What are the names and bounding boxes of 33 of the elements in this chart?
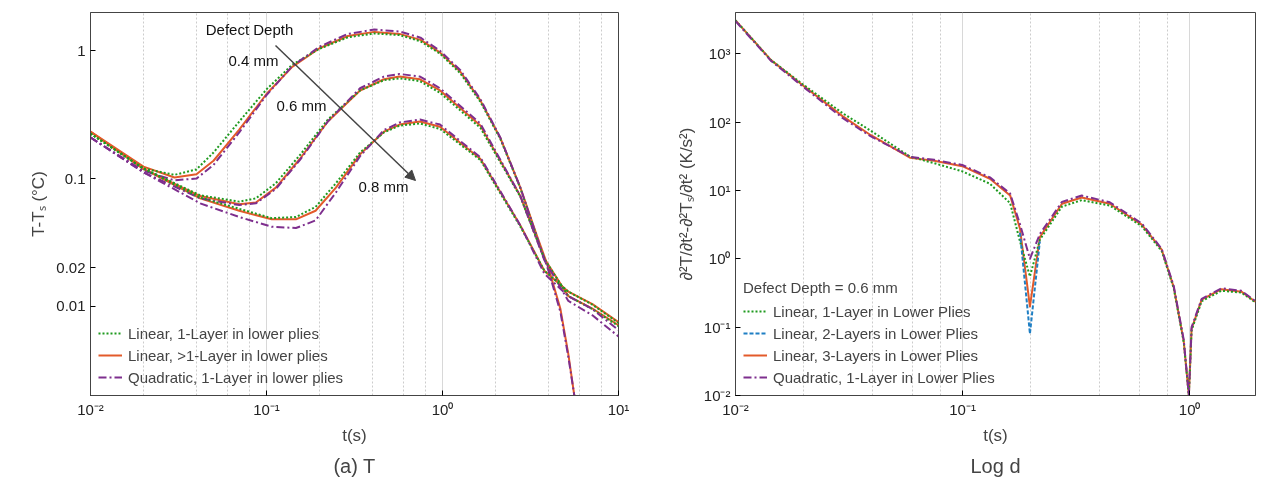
x-tick-label: 10⁻² — [77, 400, 104, 418]
legend-label: Linear, 1-Layer in lower plies — [128, 324, 319, 342]
x-tick-label: 10⁰ — [1178, 400, 1201, 418]
y-axis-title: ∂²T/∂t²-∂²Tₛ/∂t² (K/s²) — [676, 127, 696, 281]
legend-label: Linear, >1-Layer in lower plies — [128, 346, 328, 364]
y-tick-label: 10³ — [708, 45, 731, 63]
legend-label: Linear, 1-Layer in Lower Plies — [773, 302, 971, 320]
annotation: 0.4 mm — [228, 52, 279, 69]
x-tick-label: 10⁻¹ — [253, 400, 280, 418]
annotation: 0.6 mm — [276, 97, 327, 114]
legend-label: Linear, 2-Layers in Lower Plies — [773, 324, 979, 342]
x-tick-label: 10¹ — [607, 400, 630, 418]
y-axis-title: T-Tₛ (°C) — [29, 171, 49, 237]
x-axis-title: t(s) — [342, 425, 367, 445]
y-tick-label: 0.01 — [56, 297, 86, 315]
y-tick-label: 0.1 — [64, 169, 86, 187]
y-tick-label: 1 — [77, 41, 86, 59]
legend-label: Quadratic, 1-Layer in Lower Plies — [773, 368, 995, 386]
y-tick-label: 0.02 — [56, 258, 86, 276]
y-tick-label: 10⁰ — [708, 250, 731, 268]
y-tick-label: 10² — [708, 113, 731, 131]
legend-title: Defect Depth = 0.6 mm — [743, 279, 899, 296]
legend-label: Quadratic, 1-Layer in lower plies — [128, 368, 344, 386]
x-tick-label: 10⁰ — [431, 400, 454, 418]
x-tick-label: 10⁻¹ — [949, 400, 976, 418]
y-tick-label: 10⁻¹ — [703, 318, 731, 336]
annotation: 0.8 mm — [358, 178, 409, 195]
annotation: Defect Depth — [205, 21, 294, 38]
text: Log d — [970, 454, 1021, 477]
x-axis-title: t(s) — [983, 425, 1008, 445]
y-tick-label: 10¹ — [708, 181, 731, 199]
text: (a) T — [333, 454, 376, 477]
legend-label: Linear, 3-Layers in Lower Plies — [773, 346, 979, 364]
